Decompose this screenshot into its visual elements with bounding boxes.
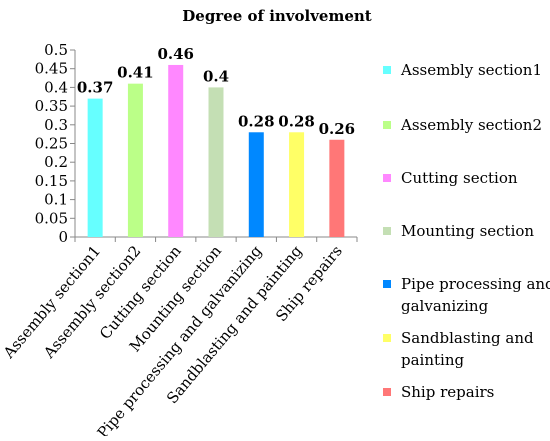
y-tick-label: 0.2 — [44, 153, 68, 171]
legend-label-line: Mounting section — [401, 222, 534, 240]
legend-label: Mounting section — [401, 222, 534, 240]
legend-label: Assembly section1 — [400, 61, 542, 79]
y-tick-label: 0.5 — [44, 41, 68, 59]
legend-label: Assembly section2 — [400, 116, 542, 134]
data-label: 0.46 — [157, 45, 194, 63]
y-tick-label: 0.05 — [35, 209, 68, 227]
axes: 00.050.10.150.20.250.30.350.40.450.5 — [35, 41, 358, 246]
legend-swatch — [383, 227, 391, 235]
bar — [248, 132, 264, 237]
legend-label-line: Ship repairs — [401, 383, 494, 401]
y-tick-label: 0.45 — [35, 60, 68, 78]
legend-label: Pipe processing and galvanizing — [401, 275, 550, 315]
legend-swatch — [383, 66, 391, 74]
data-label: 0.28 — [238, 112, 275, 130]
y-tick-label: 0.1 — [44, 191, 68, 209]
y-tick-label: 0 — [58, 228, 68, 246]
y-tick-label: 0.3 — [44, 116, 68, 134]
data-label: 0.4 — [203, 67, 229, 85]
bar — [208, 87, 224, 238]
data-label: 0.37 — [77, 79, 114, 97]
legend-label-line: galvanizing — [401, 297, 489, 315]
data-label: 0.26 — [319, 120, 356, 138]
legend-label: Cutting section — [401, 169, 518, 187]
bar — [329, 139, 345, 237]
legend-label: Ship repairs — [401, 383, 494, 401]
legend-label-line: Sandblasting and — [401, 329, 534, 347]
legend-label-line: Assembly section2 — [400, 116, 542, 134]
bars — [87, 64, 345, 238]
y-tick-label: 0.35 — [35, 97, 68, 115]
legend-label: Sandblasting and painting — [401, 329, 534, 369]
data-label: 0.41 — [117, 64, 154, 82]
bar — [127, 83, 143, 237]
y-tick-label: 0.25 — [35, 135, 68, 153]
legend-swatch — [383, 388, 391, 396]
legend-label-line: Assembly section1 — [400, 61, 542, 79]
bar — [87, 98, 103, 238]
legend-label-line: Cutting section — [401, 169, 518, 187]
chart-title: Degree of involvement — [182, 7, 372, 25]
y-tick-label: 0.15 — [35, 172, 68, 190]
legend-label-line: painting — [401, 351, 464, 369]
bar — [168, 64, 184, 238]
y-tick-label: 0.4 — [44, 78, 68, 96]
legend-swatch — [383, 174, 391, 182]
legend: Assembly section1 Assembly section2 Cuttin… — [383, 61, 550, 401]
legend-swatch — [383, 334, 391, 342]
legend-swatch — [383, 280, 391, 288]
data-label: 0.28 — [278, 112, 315, 130]
data-labels: 0.370.410.460.40.28 0.28 0.26 — [77, 45, 355, 138]
legend-swatch — [383, 121, 391, 129]
legend-label-line: Pipe processing and — [401, 275, 550, 293]
bar — [289, 132, 305, 237]
